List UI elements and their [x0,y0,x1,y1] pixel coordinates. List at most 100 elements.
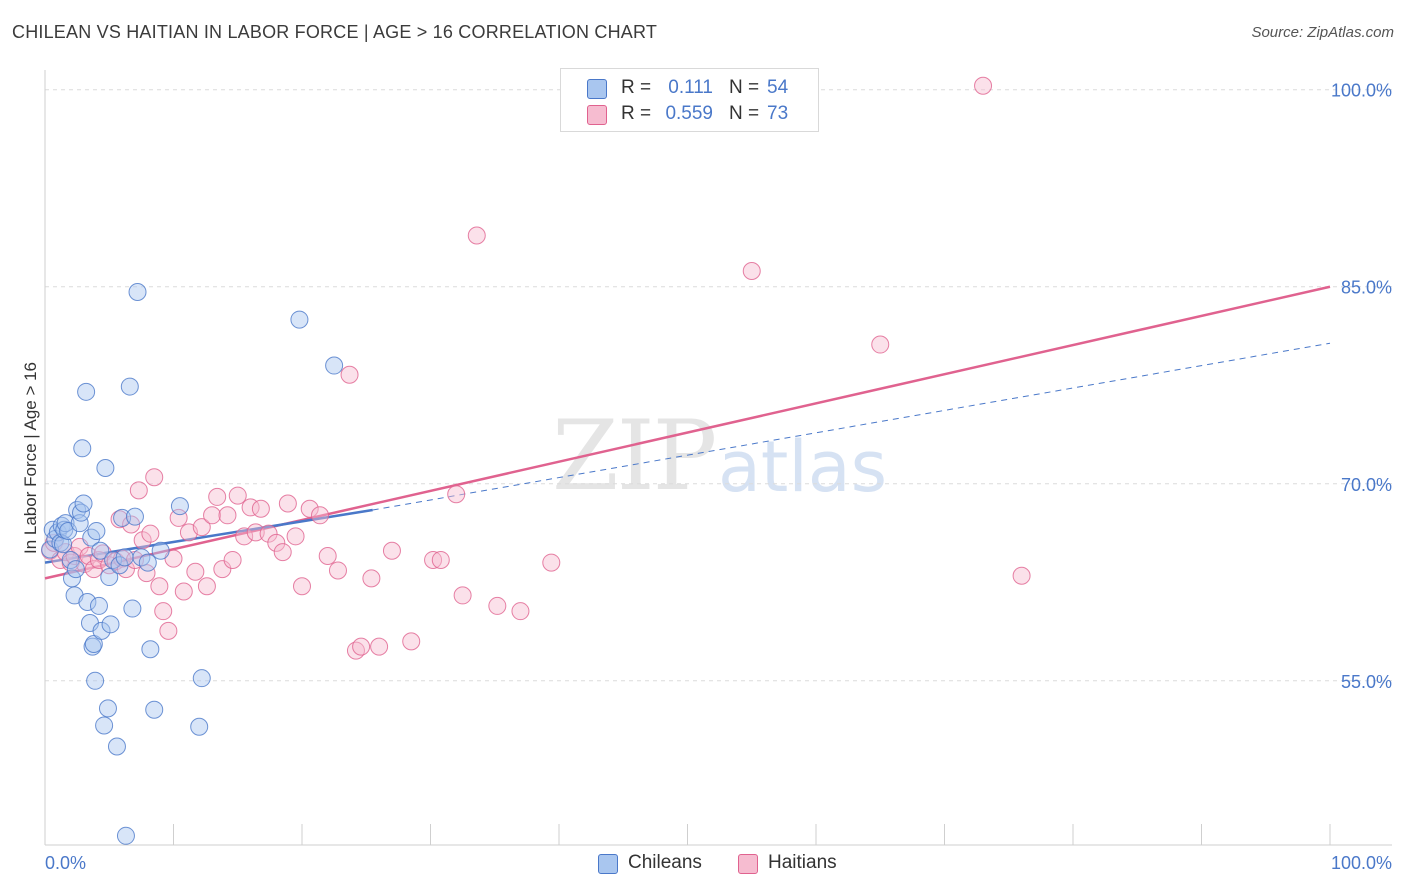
chileans-point [145,700,164,719]
haitians-point [93,544,112,563]
haitians-point [286,527,305,546]
haitians-point [453,586,472,605]
haitians-legend-icon [738,854,758,874]
haitians-point [251,499,270,518]
legend-r-label: R = [621,103,652,124]
legend-row-chileans: R = 0.111 N = 54 [561,75,818,101]
haitians-point [293,577,311,596]
haitians-point [154,602,173,621]
chileans-point [190,717,209,736]
chileans-point [128,282,147,301]
chileans-point [91,541,110,560]
legend-r-value: 0.559 [665,103,713,124]
haitians-point [974,76,993,95]
haitians-point [246,523,265,542]
y-axis-label: In Labor Force | Age > 16 [21,362,40,554]
legend-n-label: N = [729,77,760,98]
chileans-swatch-icon [587,79,607,99]
haitians-point [197,577,216,596]
haitians-point [186,562,205,581]
haitians-point [1012,566,1031,585]
chileans-point [115,548,134,567]
chileans-point [61,550,80,569]
legend-label-haitians: Haitians [768,852,837,873]
chileans-trend-line [44,508,373,564]
haitians-point [511,602,530,621]
chileans-point [96,459,115,478]
haitians-point [129,481,148,500]
haitians-point [300,499,319,518]
haitians-point [174,582,193,601]
chileans-point [89,596,108,615]
haitians-trend-line [44,285,1331,580]
haitians-point [213,560,232,579]
haitians-point [203,506,222,525]
chileans-point [138,553,157,572]
haitians-point [208,487,227,506]
haitians-point [228,486,247,505]
haitians-point [278,494,297,513]
haitians-point [362,569,381,588]
chileans-point [141,640,160,659]
legend-r-label: R = [621,77,652,98]
chileans-point [86,671,105,690]
y-tick-label: 85.0% [1341,278,1392,298]
series-chileans [41,282,344,845]
haitians-point [488,596,507,615]
chileans-point [95,716,114,735]
y-tick-labels: 55.0% 70.0% 85.0% 100.0% [1331,81,1392,692]
haitians-point [223,550,242,569]
chileans-point [151,541,170,560]
haitians-point [141,524,160,543]
grid-lines [45,89,1392,682]
legend-n-label: N = [729,103,760,124]
haitians-point [542,553,561,572]
chileans-point [125,507,144,526]
chileans-point [325,356,344,375]
chileans-point [120,377,139,396]
chileans-point [113,508,132,527]
chileans-point [92,621,111,640]
haitians-point [871,335,890,354]
legend-row-haitians: R = 0.559 N = 73 [561,101,818,127]
source-credit: Source: ZipAtlas.com [1251,24,1394,41]
chileans-point [87,522,106,541]
chileans-point [290,310,309,329]
y-tick-label: 70.0% [1341,475,1392,495]
y-tick-label: 100.0% [1331,81,1392,101]
chileans-point [73,439,92,458]
chileans-trend-extension [372,342,1331,511]
haitians-point [259,524,278,543]
chileans-point [123,599,142,618]
haitians-point [192,518,211,537]
haitians-swatch-icon [587,105,607,125]
y-tick-label: 55.0% [1341,672,1392,692]
haitians-point [145,468,164,487]
haitians-point [382,541,401,560]
chileans-point [77,382,96,401]
x-axis-ticks [44,824,1331,845]
haitians-point [273,543,292,562]
haitians-point [218,506,237,525]
chileans-point [170,497,189,516]
correlation-legend: R = 0.111 N = 54 R = 0.559 N = 73 [560,68,819,132]
haitians-point [310,506,329,525]
trend-lines [44,285,1331,580]
haitians-point [328,561,347,580]
haitians-point [84,560,103,579]
haitians-point [340,365,359,384]
haitians-point [370,637,389,656]
haitians-point [431,550,450,569]
chileans-point [107,737,126,756]
haitians-point [447,485,466,504]
legend-r-value: 0.111 [668,77,713,98]
haitians-point [159,621,178,640]
haitians-point [352,637,371,656]
haitians-point [402,632,421,651]
legend-n-value: 54 [767,77,789,98]
haitians-point [164,549,183,568]
chart-title: CHILEAN VS HAITIAN IN LABOR FORCE | AGE … [12,22,658,42]
chileans-point [78,592,97,611]
watermark-atlas: atlas [718,426,888,508]
